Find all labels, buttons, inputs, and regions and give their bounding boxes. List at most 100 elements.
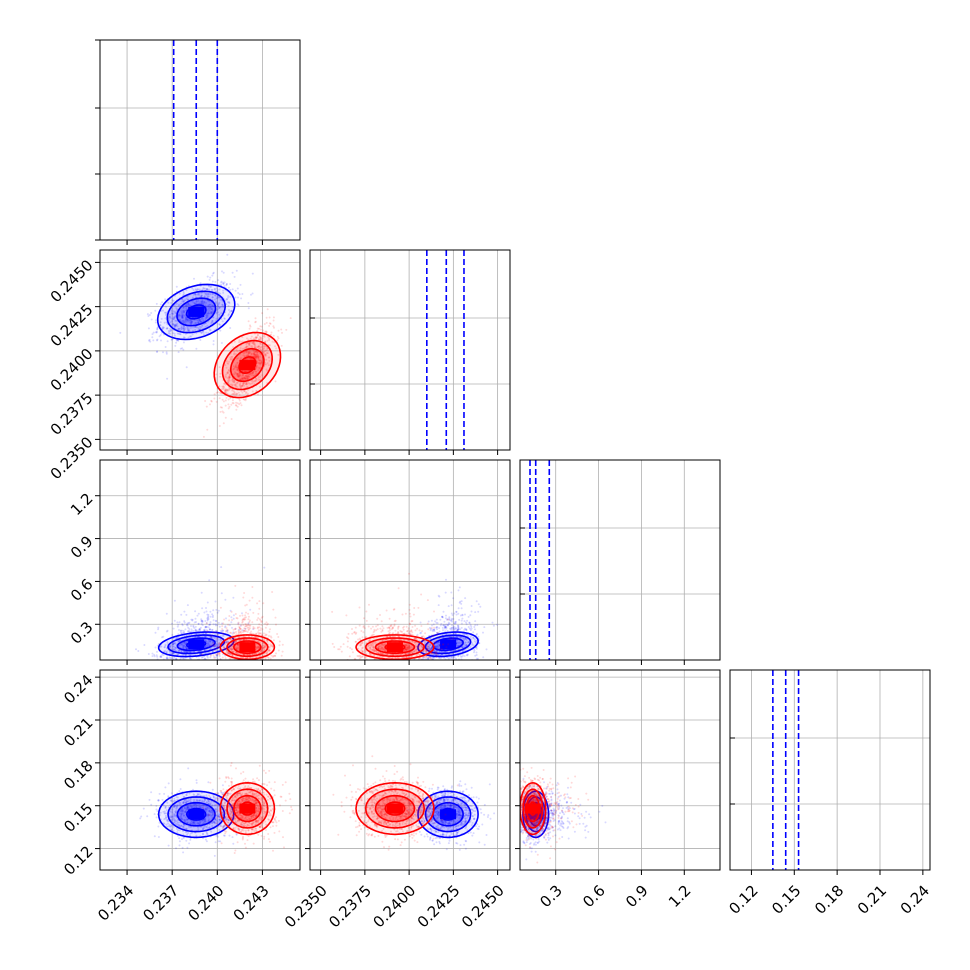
scatter-point (408, 572, 410, 575)
scatter-point (255, 357, 258, 359)
scatter-point (204, 640, 207, 643)
scatter-point (225, 389, 228, 392)
scatter-point (243, 352, 246, 355)
scatter-point (267, 356, 270, 359)
scatter-point (255, 632, 258, 635)
scatter-point (463, 633, 466, 636)
scatter-point (256, 351, 259, 354)
scatter-point (256, 333, 259, 336)
scatter-point (264, 634, 267, 637)
scatter-point (185, 317, 188, 320)
scatter-point (466, 653, 469, 656)
scatter-point (205, 288, 208, 291)
scatter-point (212, 641, 214, 644)
scatter-point (241, 629, 244, 632)
scatter-point (178, 640, 181, 642)
scatter-point (232, 632, 235, 635)
scatter-point (203, 657, 206, 660)
scatter-point (225, 627, 228, 629)
scatter-point (194, 628, 197, 631)
scatter-point (174, 315, 177, 318)
scatter-point (231, 379, 234, 382)
scatter-point (218, 655, 221, 658)
scatter-point (229, 283, 232, 285)
scatter-point (260, 362, 263, 365)
scatter-point (255, 378, 258, 381)
scatter-point (436, 645, 439, 647)
scatter-point (234, 372, 237, 374)
scatter-point (184, 318, 187, 321)
scatter-point (231, 378, 234, 381)
scatter-point (462, 637, 464, 640)
scatter-point (185, 647, 188, 650)
scatter-point (253, 345, 256, 348)
scatter-point (172, 652, 175, 655)
scatter-point (236, 366, 239, 369)
scatter-point (233, 379, 235, 382)
scatter-point (238, 636, 241, 639)
scatter-point (465, 644, 468, 646)
scatter-point (185, 318, 187, 321)
scatter-point (187, 650, 190, 653)
scatter-point (206, 324, 209, 327)
scatter-point (241, 383, 244, 386)
scatter-point (268, 646, 271, 649)
scatter-point (165, 351, 168, 354)
scatter-point (256, 330, 259, 333)
scatter-point (365, 610, 368, 613)
scatter-point (477, 610, 480, 613)
scatter-point (181, 317, 184, 320)
scatter-point (207, 642, 209, 645)
scatter-point (255, 356, 258, 359)
scatter-point (207, 305, 210, 308)
hist-panel (310, 250, 510, 450)
scatter-point (241, 612, 243, 615)
scatter-point (206, 288, 209, 291)
scatter-point (236, 361, 239, 364)
scatter-point (182, 644, 184, 647)
scatter-point (258, 618, 261, 621)
scatter-point (185, 650, 188, 653)
scatter-point (227, 304, 230, 307)
scatter-point (172, 643, 175, 646)
scatter-point (245, 391, 248, 394)
scatter-point (214, 656, 217, 659)
scatter-point (218, 288, 221, 291)
scatter-point (492, 624, 495, 627)
scatter-point (450, 626, 453, 629)
scatter-point (204, 317, 207, 320)
scatter-point (148, 339, 150, 342)
scatter-point (237, 391, 240, 394)
scatter-point (434, 661, 436, 663)
scatter-point (206, 305, 209, 308)
scatter-point (200, 619, 203, 622)
scatter-point (255, 389, 258, 392)
scatter-panel (310, 460, 510, 663)
scatter-point (221, 387, 224, 390)
scatter-point (247, 618, 250, 621)
scatter-point (182, 300, 185, 303)
scatter-point (249, 608, 252, 611)
scatter-point (230, 647, 232, 650)
scatter-point (444, 626, 447, 629)
scatter-point (252, 638, 254, 641)
scatter-point (192, 289, 195, 292)
scatter-point (281, 331, 283, 334)
scatter-point (453, 656, 456, 659)
scatter-point (258, 338, 260, 341)
scatter-point (219, 638, 222, 641)
scatter-point (211, 320, 214, 322)
scatter-point (255, 355, 258, 358)
scatter-point (193, 650, 195, 653)
scatter-point (178, 649, 181, 652)
scatter-point (438, 630, 441, 633)
scatter-point (423, 640, 426, 643)
scatter-point (266, 651, 269, 654)
scatter-point (171, 338, 174, 341)
scatter-point (182, 311, 185, 314)
scatter-point (435, 626, 438, 629)
scatter-point (217, 279, 220, 282)
scatter-point (183, 630, 185, 633)
scatter-point (273, 654, 276, 657)
scatter-point (242, 382, 245, 385)
